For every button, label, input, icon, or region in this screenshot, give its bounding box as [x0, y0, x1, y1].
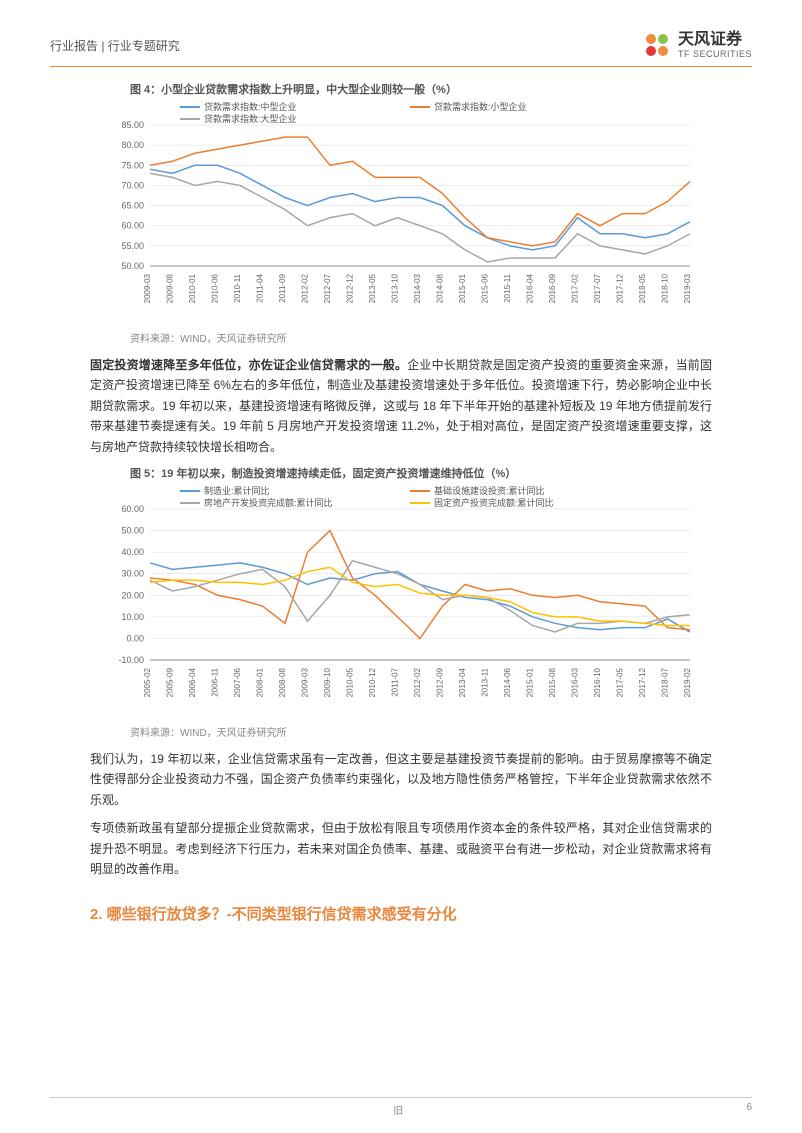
page-footer: 旧 6: [50, 1097, 752, 1117]
svg-text:2015-01: 2015-01: [526, 667, 535, 697]
svg-text:2016-04: 2016-04: [526, 273, 535, 303]
svg-text:2013-11: 2013-11: [481, 667, 490, 696]
header-left-text: 行业报告 | 行业专题研究: [50, 37, 180, 54]
section-2-heading: 2. 哪些银行放贷多？-不同类型银行信贷需求感受有分化: [90, 903, 712, 924]
svg-text:2012-02: 2012-02: [413, 667, 422, 697]
svg-text:2010-01: 2010-01: [188, 273, 197, 303]
svg-text:2008-08: 2008-08: [278, 667, 287, 697]
svg-text:2012-02: 2012-02: [301, 273, 310, 303]
chart4-source: 资料来源：WIND，天风证券研究所: [130, 330, 672, 345]
svg-text:2010-12: 2010-12: [368, 667, 377, 697]
svg-text:2007-06: 2007-06: [233, 667, 242, 697]
company-logo: 天风证券 TF SECURITIES: [642, 30, 752, 60]
chart4: 50.00 55.00 60.00 65.00 70.00 75.00 80.00 85.00…: [100, 101, 702, 326]
svg-text:2009-03: 2009-03: [301, 667, 310, 697]
svg-text:固定资产投资完成额:累计同比: 固定资产投资完成额:累计同比: [434, 497, 554, 508]
paragraph-fixed-investment: 固定投资增速降至多年低位，亦佐证企业信贷需求的一般。企业中长期贷款是固定资产投资…: [90, 355, 712, 457]
paragraph-outlook-2: 专项债新政虽有望部分提振企业贷款需求，但由于放松有限且专项债用作资本金的条件较严…: [90, 818, 712, 879]
svg-text:0.00: 0.00: [126, 633, 144, 643]
svg-text:2013-10: 2013-10: [391, 273, 400, 303]
svg-text:50.00: 50.00: [121, 526, 144, 536]
svg-text:55.00: 55.00: [121, 241, 144, 251]
svg-text:2016-10: 2016-10: [593, 667, 602, 697]
svg-text:2009-10: 2009-10: [323, 667, 332, 697]
svg-text:50.00: 50.00: [121, 261, 144, 271]
svg-text:40.00: 40.00: [121, 547, 144, 557]
svg-text:2018-10: 2018-10: [661, 273, 670, 303]
logo-text-en: TF SECURITIES: [678, 50, 752, 59]
svg-text:30.00: 30.00: [121, 569, 144, 579]
svg-text:2014-08: 2014-08: [436, 273, 445, 303]
svg-text:2011-07: 2011-07: [391, 667, 400, 696]
svg-text:2010-06: 2010-06: [211, 273, 220, 303]
svg-text:2005-02: 2005-02: [143, 667, 152, 697]
chart4-title: 图 4：小型企业贷款需求指数上升明显，中大型企业则较一般（%）: [130, 81, 672, 97]
page-header: 行业报告 | 行业专题研究 天风证券 TF SECURITIES: [50, 30, 752, 67]
svg-text:2014-06: 2014-06: [503, 667, 512, 697]
chart5: -10.00 0.00 10.00 20.00 30.00 40.00 50.00 60.00…: [100, 485, 702, 720]
svg-text:2009-03: 2009-03: [143, 273, 152, 303]
svg-text:基础设施建设投资:累计同比: 基础设施建设投资:累计同比: [434, 485, 545, 496]
svg-text:2010-05: 2010-05: [346, 667, 355, 697]
footer-center: 旧: [393, 1102, 403, 1117]
svg-text:2012-07: 2012-07: [323, 273, 332, 303]
svg-text:2015-08: 2015-08: [548, 667, 557, 697]
svg-text:贷款需求指数:大型企业: 贷款需求指数:大型企业: [204, 113, 297, 124]
svg-text:80.00: 80.00: [121, 140, 144, 150]
svg-text:2019-02: 2019-02: [683, 667, 692, 697]
svg-text:2012-09: 2012-09: [436, 667, 445, 697]
svg-text:2017-12: 2017-12: [638, 667, 647, 697]
svg-text:2006-11: 2006-11: [211, 667, 220, 696]
para1-bold: 固定投资增速降至多年低位，亦佐证企业信贷需求的一般。: [90, 358, 407, 372]
svg-text:10.00: 10.00: [121, 612, 144, 622]
svg-text:2014-03: 2014-03: [413, 273, 422, 303]
svg-text:2018-07: 2018-07: [661, 667, 670, 697]
svg-text:房地产开发投资完成额:累计同比: 房地产开发投资完成额:累计同比: [204, 497, 333, 508]
svg-text:2013-04: 2013-04: [458, 667, 467, 697]
svg-text:2011-09: 2011-09: [278, 273, 287, 302]
svg-text:60.00: 60.00: [121, 221, 144, 231]
svg-text:2011-04: 2011-04: [256, 273, 265, 302]
svg-text:2016-03: 2016-03: [571, 667, 580, 697]
footer-page-number: 6: [746, 1102, 752, 1117]
svg-text:-10.00: -10.00: [118, 655, 144, 665]
svg-text:2005-09: 2005-09: [166, 667, 175, 697]
svg-text:2017-07: 2017-07: [593, 273, 602, 303]
svg-text:2017-12: 2017-12: [616, 273, 625, 303]
svg-text:75.00: 75.00: [121, 160, 144, 170]
svg-text:2013-05: 2013-05: [368, 273, 377, 303]
svg-text:制造业:累计同比: 制造业:累计同比: [204, 485, 270, 496]
svg-text:2015-01: 2015-01: [458, 273, 467, 303]
svg-text:2012-12: 2012-12: [346, 273, 355, 303]
svg-text:2008-01: 2008-01: [256, 667, 265, 697]
svg-text:2006-04: 2006-04: [188, 667, 197, 697]
chart5-title: 图 5：19 年初以来，制造投资增速持续走低，固定资产投资增速维持低位（%）: [130, 465, 672, 481]
svg-text:2017-02: 2017-02: [571, 273, 580, 303]
paragraph-outlook-1: 我们认为，19 年初以来，企业信贷需求虽有一定改善，但这主要是基建投资节奏提前的…: [90, 749, 712, 810]
para1-rest: 企业中长期贷款是固定资产投资的重要资金来源，当前固定资产投资增速已降至 6%左右…: [90, 358, 712, 454]
svg-text:70.00: 70.00: [121, 180, 144, 190]
svg-text:65.00: 65.00: [121, 201, 144, 211]
svg-text:85.00: 85.00: [121, 120, 144, 130]
svg-text:2009-08: 2009-08: [166, 273, 175, 303]
svg-text:2017-05: 2017-05: [616, 667, 625, 697]
svg-text:20.00: 20.00: [121, 590, 144, 600]
svg-text:2015-11: 2015-11: [503, 273, 512, 302]
svg-text:贷款需求指数:中型企业: 贷款需求指数:中型企业: [204, 101, 297, 112]
svg-text:2018-05: 2018-05: [638, 273, 647, 303]
svg-text:2019-03: 2019-03: [683, 273, 692, 303]
svg-text:贷款需求指数:小型企业: 贷款需求指数:小型企业: [434, 101, 527, 112]
svg-text:2016-09: 2016-09: [548, 273, 557, 303]
svg-text:2010-11: 2010-11: [233, 273, 242, 302]
chart5-source: 资料来源：WIND，天风证券研究所: [130, 724, 672, 739]
logo-icon: [642, 30, 672, 60]
svg-text:60.00: 60.00: [121, 504, 144, 514]
logo-text-cn: 天风证券: [678, 32, 752, 48]
svg-text:2015-06: 2015-06: [481, 273, 490, 303]
